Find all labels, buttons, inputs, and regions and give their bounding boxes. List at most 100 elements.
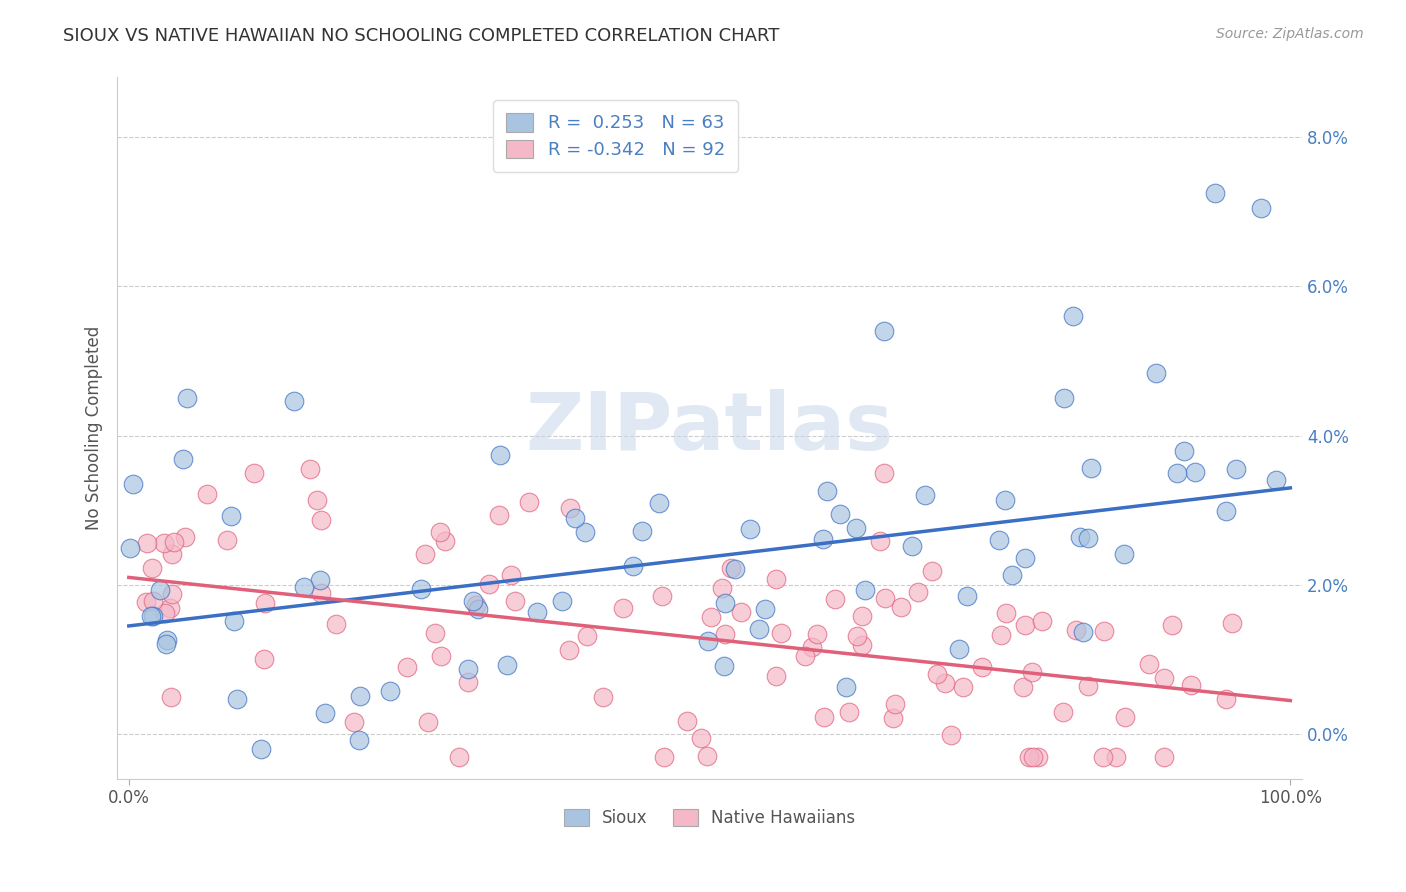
Point (1137, 657, 1160, 671)
Point (243, 467, 266, 481)
Point (995, 606, 1018, 620)
Point (526, 605, 548, 619)
Point (141, 608, 163, 623)
Point (1022, 749, 1045, 764)
Point (418, 715, 440, 730)
Point (1053, 391, 1076, 405)
Point (160, 587, 183, 601)
Point (835, 680, 858, 694)
Point (343, 714, 366, 729)
Point (142, 593, 165, 607)
Point (226, 691, 249, 706)
Point (1026, 749, 1049, 764)
Point (1220, 615, 1243, 630)
Point (195, 487, 218, 501)
Point (592, 690, 614, 704)
Point (1052, 705, 1074, 719)
Point (921, 564, 943, 578)
Point (1071, 624, 1094, 639)
Point (141, 561, 163, 575)
Point (253, 652, 276, 666)
Point (724, 561, 747, 575)
Point (1225, 461, 1247, 475)
Point (1092, 624, 1115, 638)
Legend: Sioux, Native Hawaiians: Sioux, Native Hawaiians (557, 802, 862, 834)
Point (1144, 366, 1167, 380)
Point (457, 662, 479, 676)
Point (142, 608, 165, 623)
Point (250, 742, 273, 756)
Point (349, 689, 371, 703)
Point (710, 581, 733, 595)
Point (135, 595, 157, 609)
Point (648, 496, 671, 510)
Point (314, 706, 336, 720)
Point (292, 580, 315, 594)
Point (457, 675, 479, 690)
Point (901, 539, 924, 553)
Point (1204, 186, 1226, 200)
Point (824, 591, 846, 606)
Point (429, 524, 451, 539)
Point (948, 642, 970, 657)
Point (1077, 531, 1099, 545)
Point (925, 667, 948, 681)
Point (378, 684, 401, 698)
Point (941, 728, 963, 742)
Point (813, 709, 835, 723)
Point (153, 606, 176, 620)
Point (676, 714, 699, 729)
Point (160, 547, 183, 561)
Point (811, 532, 834, 546)
Point (806, 627, 828, 641)
Point (956, 589, 979, 603)
Point (413, 548, 436, 562)
Point (770, 625, 793, 640)
Point (173, 530, 195, 544)
Point (882, 711, 904, 725)
Point (689, 731, 711, 745)
Point (1012, 680, 1035, 694)
Point (557, 642, 579, 657)
Point (1215, 504, 1237, 518)
Point (574, 525, 596, 540)
Point (501, 568, 523, 582)
Y-axis label: No Schooling Completed: No Schooling Completed (86, 326, 103, 531)
Point (713, 659, 735, 673)
Point (409, 582, 432, 597)
Point (1173, 443, 1195, 458)
Point (564, 511, 586, 525)
Point (873, 324, 896, 338)
Point (430, 648, 453, 663)
Point (748, 622, 770, 636)
Point (1166, 466, 1188, 480)
Point (503, 594, 526, 608)
Text: ZIPatlas: ZIPatlas (526, 389, 894, 467)
Point (253, 596, 276, 610)
Point (873, 466, 896, 480)
Point (160, 690, 183, 704)
Point (215, 533, 238, 548)
Point (994, 492, 1017, 507)
Point (1066, 624, 1088, 638)
Point (309, 573, 332, 587)
Point (496, 658, 519, 673)
Point (325, 617, 347, 632)
Point (800, 640, 823, 655)
Point (1080, 460, 1102, 475)
Point (149, 582, 172, 597)
Point (907, 584, 929, 599)
Point (299, 462, 322, 476)
Point (434, 534, 457, 549)
Point (155, 637, 177, 651)
Point (970, 660, 993, 674)
Point (309, 586, 332, 600)
Point (305, 492, 328, 507)
Point (714, 596, 737, 610)
Point (652, 749, 675, 764)
Point (156, 633, 179, 648)
Point (1001, 567, 1024, 582)
Point (222, 615, 245, 629)
Point (347, 732, 370, 747)
Point (987, 533, 1010, 547)
